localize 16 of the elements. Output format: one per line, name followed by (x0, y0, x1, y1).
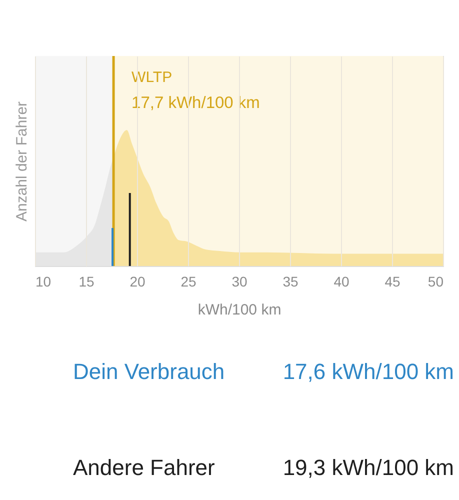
x-tick-label: 25 (180, 274, 196, 290)
text: Andere Fahrer (73, 455, 215, 480)
x-tick-label: 40 (334, 274, 350, 290)
x-tick-label: 20 (130, 274, 146, 290)
text: 19,3 kWh/100 km (282, 455, 454, 480)
text: Dein Verbrauch (73, 359, 225, 384)
ref-line-label: WLTP (132, 69, 172, 86)
x-tick-label: 45 (384, 274, 400, 290)
y-axis-title: Anzahl der Fahrer (14, 101, 30, 222)
x-tick-label: 50 (428, 274, 444, 290)
x-tick-label: 10 (36, 274, 52, 290)
x-tick-label: 15 (78, 274, 94, 290)
x-tick-label: 35 (282, 274, 298, 290)
x-axis-title: kWh/100 km (198, 302, 282, 318)
x-tick-label: 30 (232, 274, 248, 290)
text: 17,6 kWh/100 km (282, 359, 454, 384)
